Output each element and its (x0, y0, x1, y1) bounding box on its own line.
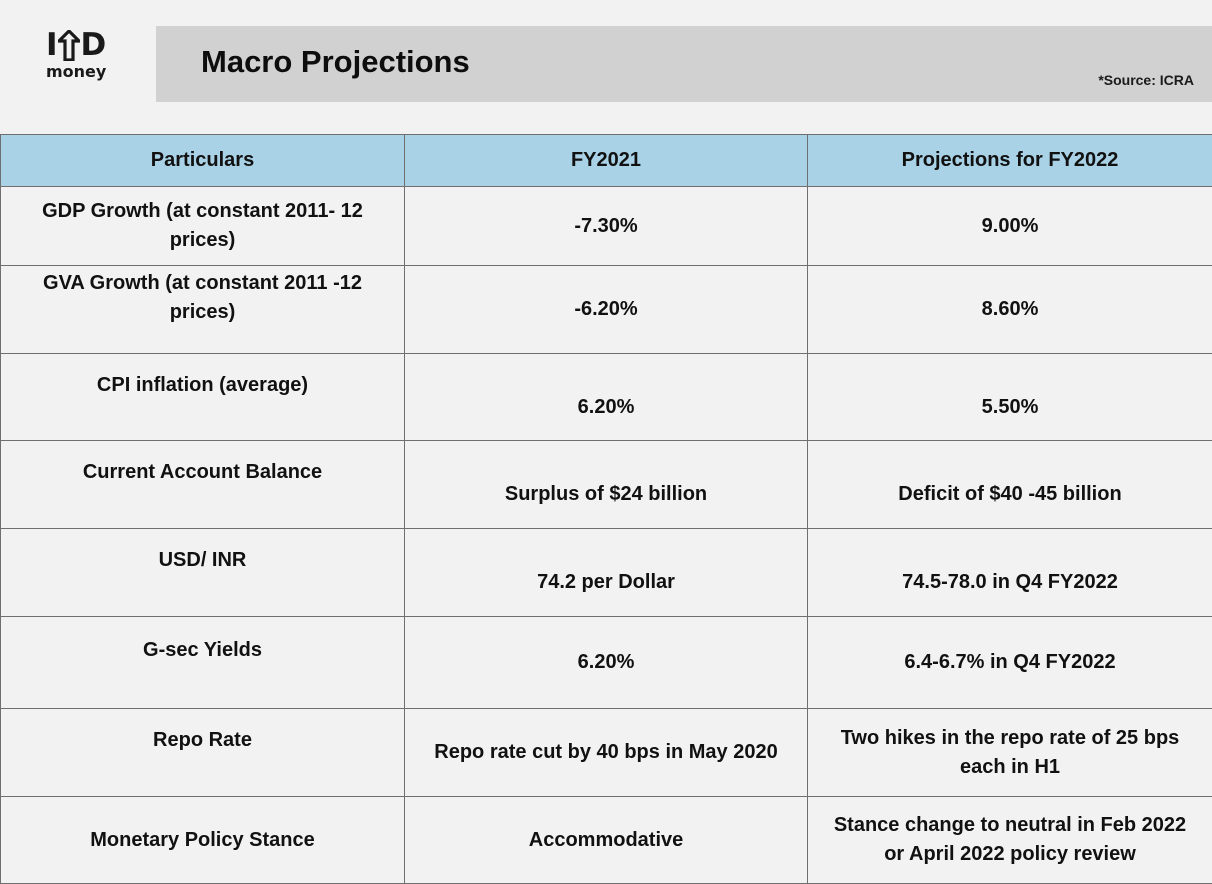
table-row: GDP Growth (at constant 2011- 12 prices)… (1, 187, 1212, 266)
logo-letter-i: I (46, 30, 57, 61)
row-label: Monetary Policy Stance (1, 797, 405, 884)
fy2022-value: 9.00% (808, 187, 1212, 266)
row-label: GVA Growth (at constant 2011 -12 prices) (1, 266, 405, 354)
fy2021-value: 74.2 per Dollar (405, 529, 808, 617)
logo-letter-d: D (81, 30, 106, 61)
fy2022-value: Deficit of $40 -45 billion (808, 441, 1212, 529)
table-row: CPI inflation (average) 6.20% 5.50% (1, 354, 1212, 441)
fy2021-value: Repo rate cut by 40 bps in May 2020 (405, 709, 808, 797)
table-row: Repo Rate Repo rate cut by 40 bps in May… (1, 709, 1212, 797)
fy2022-value: Stance change to neutral in Feb 2022 or … (808, 797, 1212, 884)
table-row: Monetary Policy Stance Accommodative Sta… (1, 797, 1212, 884)
row-label: Repo Rate (1, 709, 405, 797)
table-row: Current Account Balance Surplus of $24 b… (1, 441, 1212, 529)
fy2022-value: 8.60% (808, 266, 1212, 354)
table-row: G-sec Yields 6.20% 6.4-6.7% in Q4 FY2022 (1, 617, 1212, 709)
fy2022-value: 5.50% (808, 354, 1212, 441)
fy2021-value: Surplus of $24 billion (405, 441, 808, 529)
fy2021-value: -6.20% (405, 266, 808, 354)
table-header-row: Particulars FY2021 Projections for FY202… (1, 135, 1212, 187)
fy2022-value: 6.4-6.7% in Q4 FY2022 (808, 617, 1212, 709)
title-banner: Macro Projections *Source: ICRA (156, 26, 1212, 102)
row-label: G-sec Yields (1, 617, 405, 709)
source-note: *Source: ICRA (1098, 72, 1194, 88)
fy2022-value: Two hikes in the repo rate of 25 bps eac… (808, 709, 1212, 797)
table-row: USD/ INR 74.2 per Dollar 74.5-78.0 in Q4… (1, 529, 1212, 617)
fy2021-value: 6.20% (405, 354, 808, 441)
table-row: GVA Growth (at constant 2011 -12 prices)… (1, 266, 1212, 354)
fy2021-value: Accommodative (405, 797, 808, 884)
row-label: USD/ INR (1, 529, 405, 617)
row-label: Current Account Balance (1, 441, 405, 529)
page-title: Macro Projections (201, 44, 470, 80)
indmoney-logo: I D money (46, 30, 116, 100)
logo-arrow-icon (58, 30, 80, 61)
row-label: CPI inflation (average) (1, 354, 405, 441)
logo-wordmark: I D (46, 30, 116, 61)
header-particulars: Particulars (1, 135, 405, 187)
macro-projections-table: Particulars FY2021 Projections for FY202… (0, 134, 1212, 884)
header-fy2021: FY2021 (405, 135, 808, 187)
fy2021-value: 6.20% (405, 617, 808, 709)
header-fy2022-projections: Projections for FY2022 (808, 135, 1212, 187)
row-label: GDP Growth (at constant 2011- 12 prices) (1, 187, 405, 266)
logo-subtext: money (46, 63, 116, 81)
fy2021-value: -7.30% (405, 187, 808, 266)
fy2022-value: 74.5-78.0 in Q4 FY2022 (808, 529, 1212, 617)
